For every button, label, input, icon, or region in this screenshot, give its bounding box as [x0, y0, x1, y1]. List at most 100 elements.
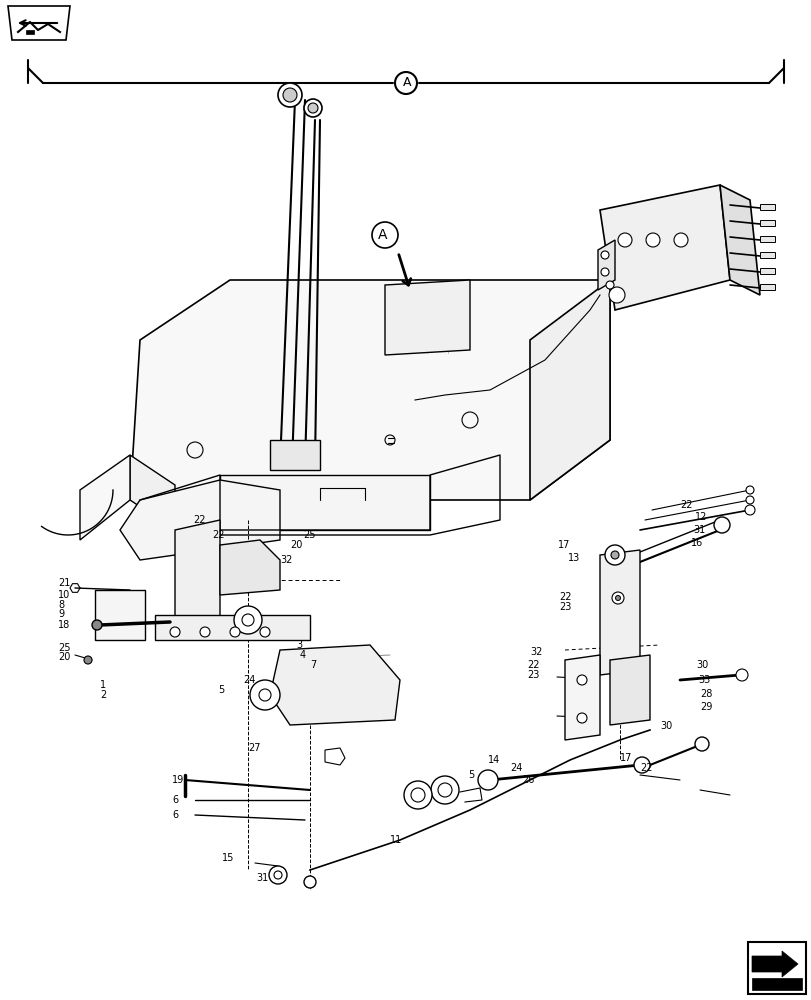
Text: 5: 5	[467, 770, 474, 780]
Polygon shape	[759, 268, 774, 274]
Circle shape	[478, 770, 497, 790]
Text: 23: 23	[558, 602, 571, 612]
Circle shape	[604, 545, 624, 565]
Text: 30: 30	[695, 660, 707, 670]
Circle shape	[694, 737, 708, 751]
Text: 21: 21	[58, 578, 71, 588]
Circle shape	[608, 287, 624, 303]
Text: 6: 6	[172, 810, 178, 820]
Polygon shape	[384, 280, 470, 355]
Polygon shape	[8, 6, 70, 40]
Polygon shape	[759, 204, 774, 210]
Text: 22: 22	[212, 530, 225, 540]
Circle shape	[242, 614, 254, 626]
Circle shape	[200, 627, 210, 637]
Circle shape	[633, 757, 649, 773]
Circle shape	[673, 233, 687, 247]
Text: 18: 18	[58, 620, 71, 630]
Text: 28: 28	[699, 689, 711, 699]
Polygon shape	[751, 951, 797, 977]
Text: 22: 22	[558, 592, 571, 602]
Text: 22: 22	[193, 515, 205, 525]
Text: 32: 32	[530, 647, 542, 657]
Polygon shape	[324, 748, 345, 765]
Circle shape	[84, 656, 92, 664]
Circle shape	[260, 627, 270, 637]
Polygon shape	[130, 455, 175, 530]
Text: 31: 31	[255, 873, 268, 883]
Text: 12: 12	[694, 512, 706, 522]
Polygon shape	[530, 280, 609, 500]
Text: 24: 24	[509, 763, 521, 773]
Circle shape	[610, 551, 618, 559]
Circle shape	[577, 675, 586, 685]
Polygon shape	[220, 475, 430, 530]
Circle shape	[431, 776, 458, 804]
Text: 1: 1	[100, 680, 106, 690]
Text: 17: 17	[620, 753, 632, 763]
Text: 7: 7	[310, 660, 315, 670]
Text: 29: 29	[699, 702, 711, 712]
Text: 25: 25	[303, 530, 315, 540]
Text: 14: 14	[487, 755, 500, 765]
Polygon shape	[719, 185, 759, 295]
Text: 17: 17	[557, 540, 569, 550]
Text: 22: 22	[639, 763, 652, 773]
Text: A: A	[378, 228, 387, 242]
Text: 20: 20	[58, 652, 71, 662]
Circle shape	[617, 233, 631, 247]
Circle shape	[404, 781, 431, 809]
Text: 22: 22	[679, 500, 692, 510]
Polygon shape	[597, 240, 614, 290]
Circle shape	[234, 606, 262, 634]
Polygon shape	[759, 220, 774, 226]
Circle shape	[277, 83, 302, 107]
Circle shape	[577, 713, 586, 723]
Polygon shape	[564, 655, 599, 740]
Polygon shape	[759, 252, 774, 258]
Circle shape	[394, 72, 417, 94]
Text: 8: 8	[58, 600, 64, 610]
Circle shape	[250, 680, 280, 710]
Polygon shape	[130, 280, 609, 500]
Circle shape	[273, 871, 281, 879]
Circle shape	[230, 627, 240, 637]
Polygon shape	[270, 645, 400, 725]
Polygon shape	[599, 185, 729, 310]
Text: 9: 9	[58, 609, 64, 619]
Text: 13: 13	[568, 553, 580, 563]
Circle shape	[259, 689, 271, 701]
Text: 33: 33	[697, 675, 710, 685]
Text: 30: 30	[659, 721, 672, 731]
Text: 3: 3	[296, 640, 302, 650]
Text: 27: 27	[247, 743, 260, 753]
Circle shape	[437, 783, 452, 797]
Text: 4: 4	[299, 650, 306, 660]
Text: 15: 15	[221, 853, 234, 863]
Circle shape	[307, 103, 318, 113]
Polygon shape	[155, 615, 310, 640]
Text: 11: 11	[389, 835, 401, 845]
Circle shape	[744, 505, 754, 515]
Text: 6: 6	[172, 795, 178, 805]
Circle shape	[92, 620, 102, 630]
Polygon shape	[270, 440, 320, 470]
Polygon shape	[599, 550, 639, 675]
Circle shape	[611, 592, 623, 604]
Polygon shape	[609, 655, 649, 725]
Text: 20: 20	[290, 540, 302, 550]
Circle shape	[600, 268, 608, 276]
Circle shape	[745, 486, 753, 494]
Polygon shape	[80, 455, 130, 540]
Text: 24: 24	[242, 675, 255, 685]
Polygon shape	[220, 540, 280, 595]
Polygon shape	[747, 942, 805, 994]
Text: 2: 2	[100, 690, 106, 700]
Text: 31: 31	[692, 525, 705, 535]
Circle shape	[600, 251, 608, 259]
Polygon shape	[120, 480, 280, 560]
Circle shape	[169, 627, 180, 637]
Text: 26: 26	[521, 775, 534, 785]
Polygon shape	[759, 284, 774, 290]
Circle shape	[268, 866, 286, 884]
